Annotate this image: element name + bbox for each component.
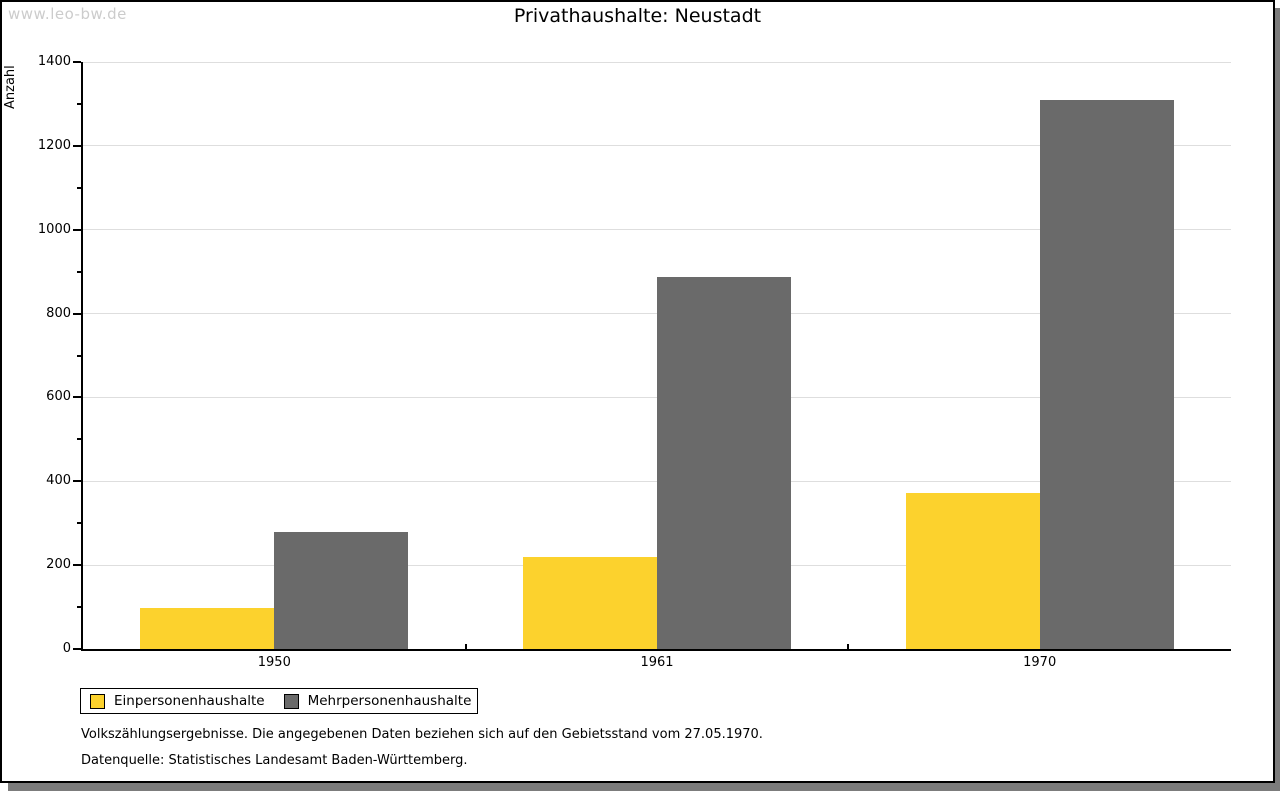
y-axis-title: Anzahl	[3, 65, 18, 109]
footnote-data-source: Datenquelle: Statistisches Landesamt Bad…	[81, 753, 468, 768]
legend-swatch-icon	[283, 693, 299, 709]
bar-1950-mehrpersonenhaushalte	[274, 531, 409, 649]
legend-item: Mehrpersonenhaushalte	[265, 693, 472, 709]
y-axis-tick	[73, 648, 81, 650]
gridline-1200	[83, 145, 1231, 147]
legend-label: Einpersonenhaushalte	[114, 693, 265, 709]
y-axis-minor-tick	[77, 354, 81, 357]
y-axis-tick-label: 400	[46, 473, 71, 489]
legend-box: Einpersonenhaushalte Mehrpersonenhaushalt…	[80, 688, 478, 714]
y-axis-tick-label: 600	[46, 389, 71, 405]
y-axis-tick-label: 0	[62, 641, 71, 656]
y-axis-minor-tick	[77, 270, 81, 273]
plot-area: 0 200 400 600 800 1000 1200 1400 1950 1961 1970	[38, 54, 1231, 670]
x-axis-tick	[847, 644, 850, 649]
chart-title: Privathaushalte: Neustadt	[513, 5, 762, 27]
legend-item: Einpersonenhaushalte	[81, 693, 265, 709]
y-axis-tick	[73, 144, 81, 147]
x-axis-tick	[464, 644, 467, 649]
footnote-source-note: Volkszählungsergebnisse. Die angegebenen…	[81, 727, 763, 742]
y-axis-tick-label: 1000	[37, 221, 71, 237]
y-axis-minor-tick	[77, 186, 81, 189]
legend-label: Mehrpersonenhaushalte	[307, 693, 472, 709]
y-axis-tick-label: 1400	[37, 54, 71, 69]
legend-swatch-icon	[90, 693, 105, 709]
x-axis-tick-label: 1961	[640, 655, 674, 670]
watermark: www.leo-bw.de	[8, 5, 127, 23]
y-axis-minor-tick	[77, 102, 81, 105]
y-axis-tick	[73, 564, 81, 567]
bar-1970-einpersonenhaushalte	[905, 492, 1040, 649]
y-axis-tick	[73, 312, 81, 315]
window-shadow-bottom	[8, 783, 1280, 791]
bar-1950-einpersonenhaushalte	[140, 607, 275, 649]
y-axis-minor-tick	[77, 438, 81, 441]
x-axis-tick-label: 1970	[1023, 655, 1057, 670]
y-axis-minor-tick	[77, 606, 81, 609]
y-axis-tick-label: 200	[46, 557, 71, 573]
y-axis-tick	[73, 480, 81, 483]
y-axis-tick	[73, 61, 81, 63]
y-axis-tick-label: 1200	[37, 137, 71, 153]
y-axis-minor-tick	[77, 522, 81, 525]
y-axis-tick	[73, 396, 81, 399]
y-axis-tick	[73, 228, 81, 231]
x-axis-tick-label: 1950	[257, 655, 291, 670]
bar-1970-mehrpersonenhaushalte	[1039, 99, 1174, 649]
bar-1961-mehrpersonenhaushalte	[657, 276, 791, 649]
y-axis-tick-label: 800	[46, 305, 71, 321]
gridline-1000	[83, 229, 1231, 231]
bar-1961-einpersonenhaushalte	[523, 556, 657, 649]
gridline-1400	[83, 61, 1231, 63]
window-shadow-right	[1275, 8, 1280, 791]
